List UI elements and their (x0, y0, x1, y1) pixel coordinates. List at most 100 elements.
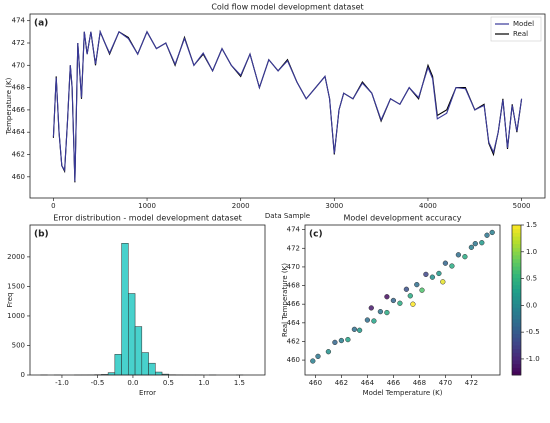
colorbar-segment (512, 345, 521, 350)
colorbar-segment (512, 273, 521, 278)
scatter-point (462, 254, 468, 260)
colorbar-tick-label: 0.0 (526, 301, 537, 309)
colorbar-segment (512, 243, 521, 248)
histogram-bar (128, 293, 136, 376)
line-series (52, 29, 523, 182)
y-tick-label: 460 (12, 173, 25, 181)
y-tick-label: 468 (12, 84, 25, 92)
colorbar-tick-label: -0.5 (526, 328, 540, 336)
y-tick-label: 462 (287, 337, 300, 345)
colorbar-segment (512, 225, 521, 230)
colorbar-segment (512, 326, 521, 331)
colorbar-segment (512, 251, 521, 256)
y-axis-label: Temperature (K) (5, 77, 13, 135)
scatter-point (384, 309, 390, 316)
scatter-point (315, 353, 321, 360)
colorbar-segment (512, 266, 521, 271)
x-tick-label: -1.0 (55, 379, 69, 387)
scatter-point (489, 229, 495, 236)
scatter-point (377, 308, 384, 315)
y-tick-label: 466 (12, 106, 26, 114)
y-tick-label: 468 (287, 282, 300, 290)
y-tick-label: 2000 (7, 253, 25, 261)
scatter-point (468, 244, 475, 251)
colorbar-segment (512, 300, 521, 305)
panel: Error distribution - model development d… (6, 214, 266, 397)
x-tick-label: 0.0 (127, 379, 138, 387)
y-tick-label: 500 (12, 341, 25, 349)
colorbar-segment (512, 322, 521, 327)
line-series (52, 29, 523, 183)
histogram-bar (114, 354, 122, 376)
x-axis-label: Error (139, 389, 156, 397)
colorbar-segment (512, 288, 521, 293)
colorbar-segment (512, 367, 521, 372)
colorbar-segment (512, 307, 521, 312)
panel-label: (c) (309, 230, 323, 240)
colorbar-segment (512, 360, 521, 365)
scatter-point (484, 232, 490, 238)
plot-area (40, 243, 244, 376)
colorbar-segment (512, 337, 521, 342)
colorbar-segment (512, 277, 521, 282)
colorbar-segment (512, 315, 521, 320)
y-axis-label: Freq (6, 293, 14, 308)
y-tick-label: 474 (12, 17, 26, 25)
y-tick-label: 462 (12, 151, 25, 159)
colorbar-segment (512, 352, 521, 357)
scatter-point (310, 358, 316, 364)
colorbar-segment (512, 330, 521, 335)
colorbar-segment (512, 270, 521, 275)
colorbar-segment (512, 371, 521, 376)
colorbar-segment (512, 303, 521, 308)
axes-frame (29, 224, 266, 376)
scatter-point (442, 260, 449, 266)
scatter-point (449, 263, 455, 269)
legend-label: Model (513, 20, 534, 28)
colorbar-segment (512, 311, 521, 316)
scatter-point (403, 286, 410, 292)
colorbar-tick-label: 1.0 (526, 248, 537, 256)
x-tick-label: 466 (387, 379, 401, 387)
panel-label: (a) (34, 19, 48, 29)
x-tick-label: 3000 (325, 202, 343, 210)
chart-title: Error distribution - model development d… (53, 214, 242, 223)
scatter-point (371, 318, 377, 324)
legend-box (490, 16, 542, 42)
y-tick-label: 464 (287, 319, 301, 327)
y-axis-label: Real Temperature (K) (281, 263, 289, 337)
scatter-point (436, 270, 442, 277)
y-tick-label: 464 (12, 128, 26, 136)
x-tick-label: 472 (465, 379, 478, 387)
colorbar-segment (512, 356, 521, 361)
histogram-bar (121, 243, 129, 376)
panel: Model development accuracy Model Temperat… (281, 214, 540, 398)
axes-frame (304, 224, 501, 376)
scatter-point (390, 297, 397, 304)
x-tick-label: 4000 (419, 202, 437, 210)
colorbar-segment (512, 240, 521, 245)
colorbar-segment (512, 281, 521, 286)
y-tick-label: 474 (287, 226, 301, 234)
legend-label: Real (513, 30, 528, 38)
scatter-point (351, 326, 358, 332)
colorbar-segment (512, 348, 521, 353)
y-tick-label: 1500 (7, 282, 25, 290)
colorbar-segment (512, 363, 521, 368)
colorbar-tick-label: 0.5 (526, 275, 537, 283)
x-tick-label: 5000 (513, 202, 531, 210)
plot-area (310, 229, 495, 364)
colorbar-segment (512, 258, 521, 263)
colorbar-segment (512, 236, 521, 241)
scatter-point (429, 274, 436, 280)
plot-area (52, 29, 523, 183)
scatter-point (325, 349, 332, 355)
colorbar-segment (512, 228, 521, 233)
colorbar-segment (512, 247, 521, 252)
scatter-point (455, 252, 462, 258)
chart-title: Cold flow model development dataset (211, 3, 363, 12)
x-axis-label: Model Temperature (K) (363, 389, 443, 397)
scatter-point (414, 281, 420, 288)
y-tick-label: 470 (287, 263, 300, 271)
colorbar-segment (512, 292, 521, 297)
